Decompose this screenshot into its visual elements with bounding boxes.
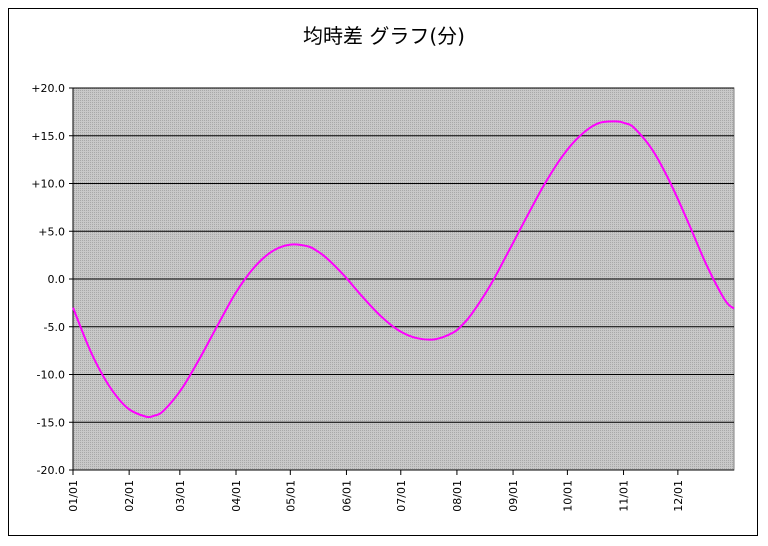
- y-tick-label: -20.0: [37, 464, 65, 477]
- x-tick-label: 09/01: [507, 480, 520, 512]
- x-tick-label: 03/01: [174, 480, 187, 512]
- y-tick-label: +15.0: [31, 130, 65, 143]
- y-tick-label: +5.0: [38, 225, 65, 238]
- y-tick-label: +20.0: [31, 82, 65, 95]
- y-tick-label: 0.0: [48, 273, 66, 286]
- x-tick-label: 10/01: [561, 480, 574, 512]
- x-tick-label: 04/01: [230, 480, 243, 512]
- x-tick-label: 01/01: [67, 480, 80, 512]
- y-tick-label: -5.0: [44, 321, 65, 334]
- x-tick-label: 06/01: [340, 480, 353, 512]
- x-tick-label: 07/01: [395, 480, 408, 512]
- y-tick-label: -15.0: [37, 416, 65, 429]
- y-tick-label: +10.0: [31, 178, 65, 191]
- x-tick-label: 05/01: [284, 480, 297, 512]
- x-tick-label: 08/01: [451, 480, 464, 512]
- x-tick-label: 02/01: [123, 480, 136, 512]
- series-line-equation-of-time: [72, 120, 735, 419]
- y-tick-label: -10.0: [37, 369, 65, 382]
- chart-title: 均時差 グラフ(分): [303, 24, 465, 48]
- x-tick-label: 11/01: [618, 480, 631, 512]
- x-tick-label: 12/01: [672, 480, 685, 512]
